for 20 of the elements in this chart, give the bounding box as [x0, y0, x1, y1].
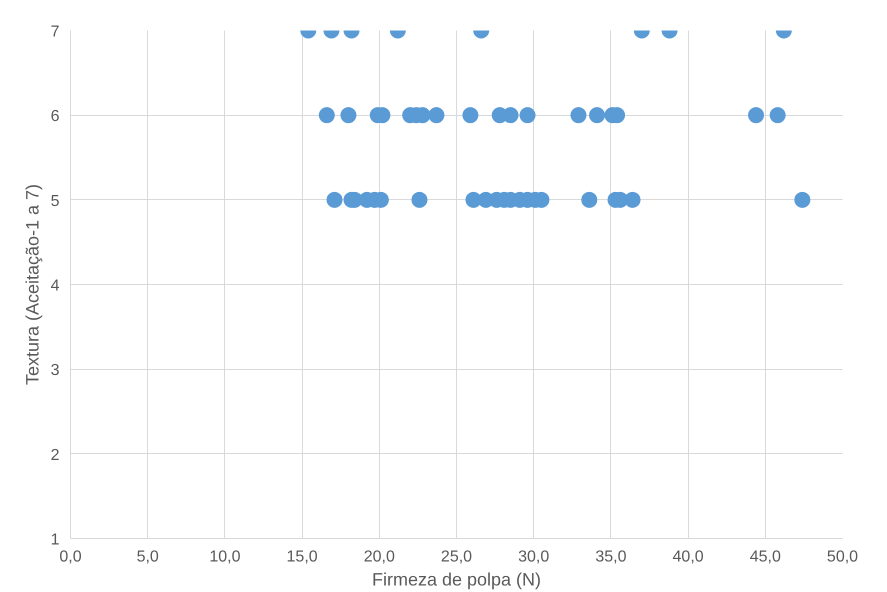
x-tick-label: 40,0: [672, 548, 704, 566]
y-tick-label: 7: [50, 24, 60, 40]
y-tick-label: 3: [50, 362, 60, 380]
x-tick-label: 50,0: [826, 548, 858, 566]
x-tick-label: 35,0: [595, 548, 627, 566]
y-tick-label: 6: [50, 108, 60, 126]
x-tick-label: 10,0: [209, 548, 241, 566]
x-tick-label: 15,0: [286, 548, 318, 566]
x-tick-label: 30,0: [518, 548, 550, 566]
y-tick-label: 2: [50, 446, 60, 464]
x-tick-label: 25,0: [440, 548, 472, 566]
y-tick-label: 1: [50, 532, 60, 548]
x-tick-label: 20,0: [364, 548, 395, 566]
y-tick-label: 4: [50, 278, 60, 294]
y-axis-title: Textura (Aceitação-1 a 7): [22, 184, 43, 386]
x-axis-title: Firmeza de polpa (N): [372, 570, 542, 590]
y-tick-label: 5: [50, 192, 60, 210]
x-tick-label: 0,0: [59, 548, 82, 566]
x-tick-label: 45,0: [750, 548, 781, 566]
x-tick-label: 5,0: [136, 548, 159, 566]
